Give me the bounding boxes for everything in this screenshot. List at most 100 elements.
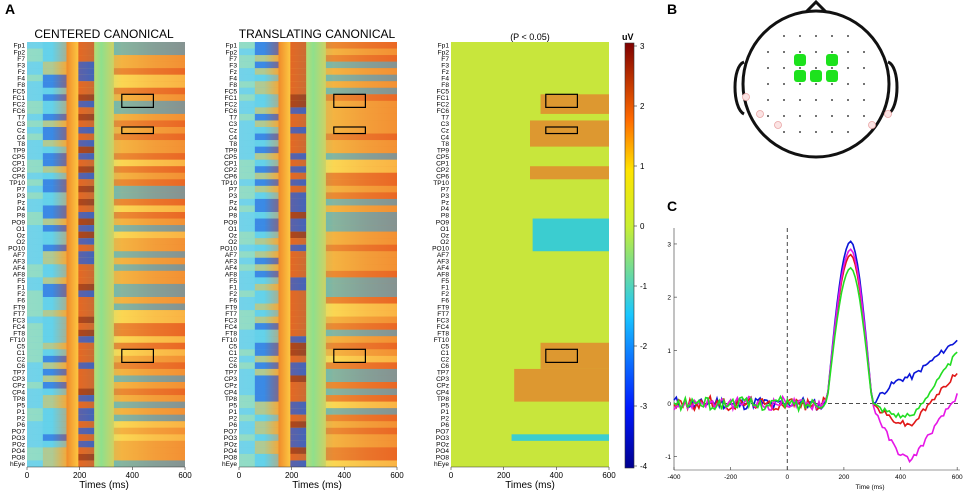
heatmap-cell: [290, 401, 307, 409]
heatmap-cell: [290, 225, 307, 232]
heatmap-cell: [254, 336, 279, 343]
electrode-dot: [799, 115, 801, 117]
heatmap-cell: [254, 100, 279, 108]
channel-label: P5: [17, 402, 25, 409]
heatmap-cell: [78, 434, 95, 441]
heatmap-cell: [239, 198, 255, 206]
heatmap-cell: [78, 257, 95, 265]
heatmap-cell: [113, 329, 185, 337]
heatmap-cell: [27, 453, 43, 461]
heatmap-cell: [113, 159, 185, 167]
heatmap-cell: [42, 408, 67, 415]
channel-label: C6: [17, 363, 26, 370]
heatmap-cell: [78, 270, 95, 278]
heatmap-cell: [42, 100, 67, 108]
heatmap-cell: [325, 427, 397, 435]
electrode-dot: [783, 99, 785, 101]
heatmap-cell: [239, 368, 255, 376]
channel-label: AF8: [437, 272, 449, 279]
heatmap-cell: [27, 408, 43, 415]
head-ear-left: [733, 60, 745, 116]
heatmap-cell: [239, 408, 255, 415]
heatmap-cell: [325, 434, 397, 441]
heatmap-cell: [42, 42, 67, 49]
heatmap-cell: [290, 460, 307, 467]
heatmap-cell: [113, 120, 185, 127]
heatmap-cell: [113, 140, 185, 147]
heatmap-cell: [254, 447, 279, 454]
heatmap-cell: [78, 460, 95, 467]
heatmap-cell: [78, 120, 95, 127]
channel-label: Fp2: [14, 49, 26, 56]
channel-label: TP9: [225, 147, 237, 154]
channel-label: F2: [17, 291, 25, 298]
highlight-box: [545, 348, 578, 363]
outer-electrode: [884, 110, 892, 118]
heatmap-cell: [254, 94, 279, 101]
heatmap-cell: [27, 68, 43, 75]
heatmap-cell: [78, 316, 95, 324]
heatmap-cell: [290, 185, 307, 193]
heatmap-cell: [325, 349, 397, 356]
heatmap-cell: [113, 460, 185, 467]
heatmap-cell: [254, 81, 279, 88]
head-nose: [804, 0, 828, 14]
heatmap-rows-centered: [27, 42, 185, 467]
heatmap-cell: [325, 362, 397, 369]
heatmap-cell: [325, 355, 397, 363]
channel-label: Fp2: [438, 49, 450, 56]
heatmap-cell: [239, 225, 255, 232]
channel-label: FT10: [434, 337, 450, 344]
heatmap-cell: [254, 218, 279, 226]
channel-label: C4: [229, 134, 238, 141]
heatmap-cell: [42, 316, 67, 324]
heatmap-cell: [290, 251, 307, 258]
heatmap-cell: [325, 453, 397, 461]
heatmap-cell: [254, 172, 279, 180]
heatmap-cell: [27, 388, 43, 396]
heatmap-cell: [27, 421, 43, 428]
electrode-dot: [815, 35, 817, 37]
channel-label: P6: [17, 422, 25, 429]
heatmap-cell: [239, 94, 255, 101]
heatmap-cell: [290, 453, 307, 461]
heatmap-cell: [254, 251, 279, 258]
heatmap-cell: [113, 310, 185, 317]
heatmap-cell: [113, 440, 185, 448]
heatmap-cell: [239, 362, 255, 369]
heatmap-cell: [78, 166, 95, 173]
heatmap-cell: [254, 159, 279, 167]
channel-label: CP6: [224, 174, 237, 181]
heatmap-cell: [325, 297, 397, 304]
channel-label: FT8: [225, 330, 237, 337]
heatmap-cell: [78, 244, 95, 252]
heatmap-cell: [254, 329, 279, 337]
heatmap-cell: [113, 349, 185, 356]
channel-label: PO7: [436, 429, 450, 436]
heatmap-cell: [113, 42, 185, 49]
channel-label: F5: [229, 278, 237, 285]
channel-label: F1: [229, 285, 237, 292]
heatmap-cell: [42, 414, 67, 422]
electrode-dot: [815, 131, 817, 133]
heatmap-cell: [254, 316, 279, 324]
heatmap-cell: [27, 440, 43, 448]
heatmap-cell: [254, 113, 279, 121]
channel-label: T7: [229, 115, 237, 122]
heatmap-cell: [42, 198, 67, 206]
channel-label: P3: [441, 193, 449, 200]
heatmap-cell: [290, 133, 307, 141]
heatmap-cell: [290, 146, 307, 154]
heatmap-cell: [325, 212, 397, 219]
heatmap-cell: [113, 375, 185, 382]
channel-label: P1: [229, 409, 237, 416]
heatmap-cell: [113, 382, 185, 389]
heatmap-cell: [239, 61, 255, 69]
channel-label: F6: [17, 298, 25, 305]
heatmap-cell: [239, 218, 255, 226]
channel-label: AF3: [13, 259, 25, 266]
channel-label: PO8: [224, 455, 238, 462]
heatmap-cell: [113, 355, 185, 363]
heatmap-cell: [290, 408, 307, 415]
heatmap-cell: [254, 74, 279, 82]
